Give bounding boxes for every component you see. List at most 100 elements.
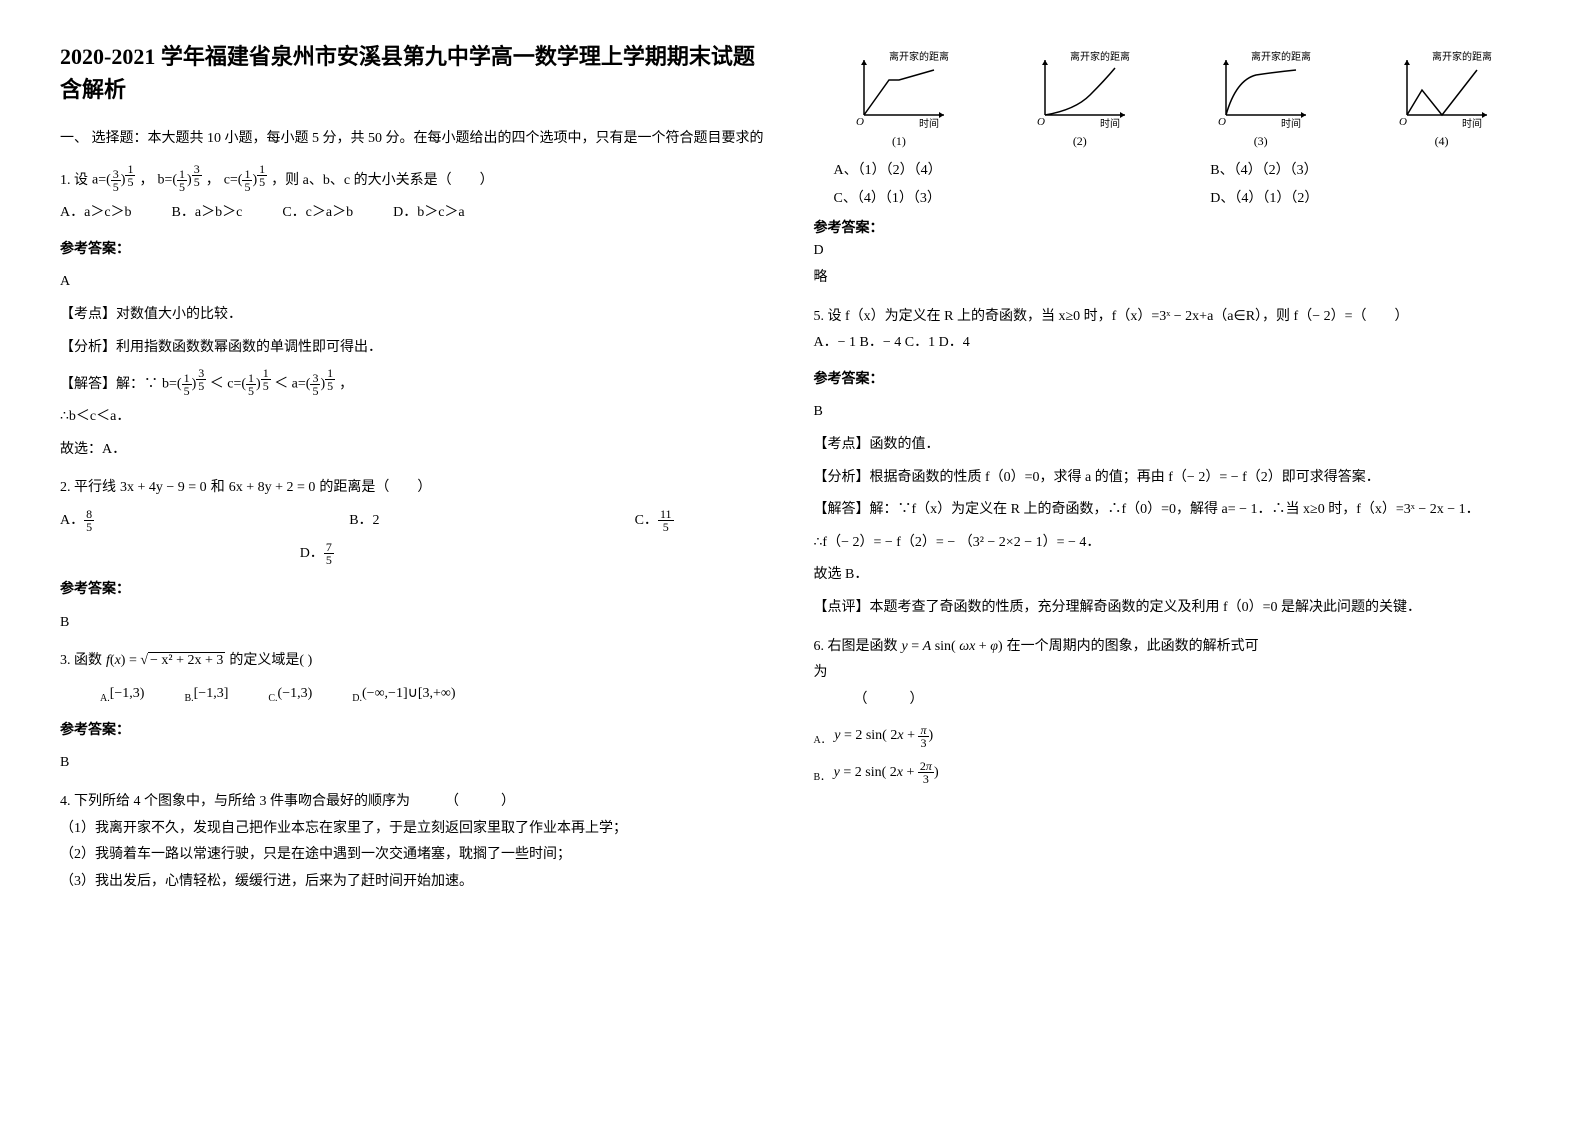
question-2: 2. 平行线 3x + 4y − 9 = 0 和 6x + 8y + 2 = 0… — [60, 475, 774, 636]
q2-option-a: A．85 — [60, 508, 94, 535]
graph4-num: (4) — [1387, 134, 1497, 149]
q4-line1: （1）我离开家不久，发现自己把作业本忘在家里了，于是立刻返回家里取了作业本再上学… — [60, 816, 774, 843]
q2-eq1: 3x + 4y − 9 = 0 — [120, 475, 207, 502]
q6-func: y = A sin( ωx + φ) — [902, 634, 1003, 661]
svg-text:时间: 时间 — [1281, 117, 1301, 130]
q5-solve3: 故选 B． — [814, 562, 1528, 589]
q2-stem-mid: 和 — [211, 475, 225, 502]
graph1-num: (1) — [844, 134, 954, 149]
q1-option-a: A．a＞c＞b — [60, 200, 132, 227]
q4-options: A、（1）（2）（4） B、（4）（2）（3） C、（4）（1）（3） D、（4… — [834, 159, 1528, 207]
q4-option-b: B、（4）（2）（3） — [1210, 159, 1527, 179]
q2-stem-suffix: 的距离是（ ） — [319, 475, 431, 502]
q4-answer: D — [814, 243, 1528, 259]
question-1: 1. 设 a=(35)15， b=(15)35， c=(15)15 ，则 a、b… — [60, 163, 774, 463]
q5-answer: B — [814, 399, 1528, 426]
q4-option-c: C、（4）（1）（3） — [834, 187, 1151, 207]
question-5: 5. 设 f（x）为定义在 R 上的奇函数，当 x≥0 时，f（x）=3ˣ − … — [814, 304, 1528, 622]
section-heading: 一、 选择题：本大题共 10 小题，每小题 5 分，共 50 分。在每小题给出的… — [60, 126, 774, 151]
q1-stem-prefix: 1. 设 — [60, 168, 88, 195]
q3-stem-suffix: 的定义域是( ) — [229, 648, 312, 675]
svg-text:O: O — [1218, 116, 1226, 128]
svg-text:离开家的距离: 离开家的距离 — [1251, 50, 1311, 63]
q4-brief: 略 — [814, 265, 1528, 292]
q2-option-b: B．2 — [349, 508, 379, 535]
svg-text:离开家的距离: 离开家的距离 — [1432, 50, 1492, 63]
q5-comment: 【点评】本题考查了奇函数的性质，充分理解奇函数的定义及利用 f（0）=0 是解决… — [814, 595, 1528, 622]
q4-line3: （3）我出发后，心情轻松，缓缓行进，后来为了赶时间开始加速。 — [60, 869, 774, 896]
q3-stem-prefix: 3. 函数 — [60, 648, 102, 675]
svg-text:O: O — [856, 116, 864, 128]
q6-option-b: B． y = 2 sin( 2x + 2π3) — [814, 765, 939, 780]
q6-stem-line2: 为 — [814, 660, 1528, 687]
q1-option-c: C．c＞a＞b — [282, 200, 353, 227]
graph-2: 离开家的距离 O 时间 (2) — [1025, 50, 1135, 149]
graph2-num: (2) — [1025, 134, 1135, 149]
q3-option-a: A.[−1,3) — [100, 681, 144, 708]
q6-stem-prefix: 6. 右图是函数 — [814, 634, 898, 661]
q2-answer-label: 参考答案： — [60, 577, 774, 604]
q1-answer-label: 参考答案： — [60, 237, 774, 264]
q1-solve-formula: b=(15)35 ＜ c=(15)15 ＜ a=(35)15 — [162, 367, 335, 398]
q1-formula-a: a=(35)15 — [92, 163, 135, 194]
q1-answer: A — [60, 269, 774, 296]
q4-option-a: A、（1）（2）（4） — [834, 159, 1151, 179]
q1-formula-b: b=(15)35 — [157, 163, 201, 194]
graph3-num: (3) — [1206, 134, 1316, 149]
q2-eq2: 6x + 8y + 2 = 0 — [229, 475, 316, 502]
q3-option-d: D.(−∞,−1]∪[3,+∞) — [352, 681, 455, 708]
q5-option-b: B．− 4 — [860, 335, 902, 350]
svg-text:O: O — [1037, 116, 1045, 128]
q3-answer-label: 参考答案： — [60, 718, 774, 745]
q4-graphs: 离开家的距离 O 时间 (1) 离开家的距离 O 时间 — [814, 50, 1528, 149]
q6-blank: （ ） — [854, 687, 1528, 714]
q5-solve2: ∴f（− 2）= − f（2）= − （3² − 2×2 − 1）= − 4． — [814, 530, 1528, 557]
q5-option-d: D．4 — [939, 335, 970, 350]
q1-solve-line2: ∴b＜c＜a． — [60, 404, 774, 431]
graph1-ylabel: 离开家的距离 — [889, 50, 949, 63]
q5-option-a: A．− 1 — [814, 335, 857, 350]
graph-4: 离开家的距离 O 时间 (4) — [1387, 50, 1497, 149]
q2-stem-prefix: 2. 平行线 — [60, 475, 116, 502]
document-title: 2020-2021 学年福建省泉州市安溪县第九中学高一数学理上学期期末试题含解析 — [60, 40, 774, 106]
q4-answer-label: 参考答案： — [814, 217, 1528, 237]
q5-analysis: 【分析】根据奇函数的性质 f（0）=0，求得 a 的值；再由 f（− 2）= −… — [814, 465, 1528, 492]
q6-stem-mid: 在一个周期内的图象，此函数的解析式可 — [1007, 634, 1259, 661]
right-column: 离开家的距离 O 时间 (1) 离开家的距离 O 时间 — [814, 40, 1528, 907]
q1-point: 【考点】对数值大小的比较． — [60, 302, 774, 329]
graph-3: 离开家的距离 O 时间 (3) — [1206, 50, 1316, 149]
q5-solve1: 【解答】解：∵f（x）为定义在 R 上的奇函数，∴f（0）=0，解得 a= − … — [814, 497, 1528, 524]
q1-analysis: 【分析】利用指数函数数幂函数的单调性即可得出． — [60, 335, 774, 362]
svg-text:时间: 时间 — [1462, 117, 1482, 130]
q5-point: 【考点】函数的值． — [814, 432, 1528, 459]
q2-option-c: C．115 — [635, 508, 674, 535]
svg-text:离开家的距离: 离开家的距离 — [1070, 50, 1130, 63]
q1-option-b: B．a＞b＞c — [172, 200, 243, 227]
q1-formula-c: c=(15)15 — [224, 163, 267, 194]
q1-solve-prefix: 【解答】解：∵ — [60, 372, 158, 399]
svg-text:时间: 时间 — [1100, 117, 1120, 130]
question-6: 6. 右图是函数 y = A sin( ωx + φ) 在一个周期内的图象，此函… — [814, 634, 1528, 787]
q3-option-b: B.[−1,3] — [184, 681, 228, 708]
q2-answer: B — [60, 610, 774, 637]
question-4: 4. 下列所给 4 个图象中，与所给 3 件事吻合最好的顺序为 （ ） （1）我… — [60, 789, 774, 895]
question-3: 3. 函数 f(x) = √− x² + 2x + 3 的定义域是( ) A.[… — [60, 648, 774, 777]
q3-formula: f(x) = √− x² + 2x + 3 — [106, 648, 225, 675]
q2-option-d: D．75 — [300, 546, 334, 561]
q1-stem-suffix: ，则 a、b、c 的大小关系是（ ） — [271, 168, 493, 195]
q5-answer-label: 参考答案： — [814, 367, 1528, 394]
svg-text:O: O — [1399, 116, 1407, 128]
graph-1: 离开家的距离 O 时间 (1) — [844, 50, 954, 149]
q1-solve-line3: 故选：A． — [60, 437, 774, 464]
q6-option-a: A． y = 2 sin( 2x + π3) — [814, 728, 934, 743]
q4-line2: （2）我骑着车一路以常速行驶，只是在途中遇到一次交通堵塞，耽搁了一些时间； — [60, 842, 774, 869]
q4-stem: 4. 下列所给 4 个图象中，与所给 3 件事吻合最好的顺序为 （ ） — [60, 789, 774, 816]
q5-option-c: C．1 — [905, 335, 935, 350]
svg-text:时间: 时间 — [919, 117, 939, 130]
q5-stem: 5. 设 f（x）为定义在 R 上的奇函数，当 x≥0 时，f（x）=3ˣ − … — [814, 304, 1528, 331]
q3-answer: B — [60, 750, 774, 777]
q1-option-d: D．b＞c＞a — [393, 200, 465, 227]
left-column: 2020-2021 学年福建省泉州市安溪县第九中学高一数学理上学期期末试题含解析… — [60, 40, 774, 907]
q3-option-c: C.(−1,3) — [268, 681, 312, 708]
q4-option-d: D、（4）（1）（2） — [1210, 187, 1527, 207]
